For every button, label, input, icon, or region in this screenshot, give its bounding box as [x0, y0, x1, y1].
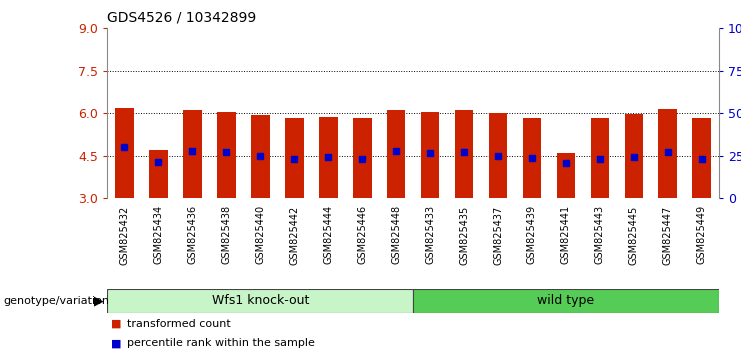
Text: GSM825444: GSM825444 [323, 205, 333, 264]
Text: GSM825449: GSM825449 [697, 205, 707, 264]
Bar [692, 118, 711, 198]
Text: GSM825433: GSM825433 [425, 205, 435, 264]
Bar [149, 150, 167, 198]
Text: GSM825439: GSM825439 [527, 205, 537, 264]
Text: GSM825436: GSM825436 [187, 205, 197, 264]
Text: GSM825440: GSM825440 [256, 205, 265, 264]
Bar [115, 108, 134, 198]
Bar [217, 112, 236, 198]
Bar [353, 118, 371, 198]
Bar [421, 112, 439, 198]
Text: GSM825445: GSM825445 [629, 205, 639, 264]
Text: GSM825434: GSM825434 [153, 205, 163, 264]
Text: genotype/variation: genotype/variation [4, 296, 110, 306]
Text: GSM825432: GSM825432 [119, 205, 130, 264]
Bar [488, 113, 508, 198]
Bar [251, 115, 270, 198]
Text: Wfs1 knock-out: Wfs1 knock-out [212, 295, 309, 307]
Bar [319, 117, 338, 198]
Bar [455, 110, 473, 198]
Text: GDS4526 / 10342899: GDS4526 / 10342899 [107, 11, 256, 25]
Text: GSM825443: GSM825443 [595, 205, 605, 264]
Text: percentile rank within the sample: percentile rank within the sample [127, 338, 316, 348]
Text: GSM825447: GSM825447 [663, 205, 673, 264]
Text: ▶: ▶ [94, 295, 104, 307]
Text: ■: ■ [111, 338, 122, 348]
Bar [413, 289, 719, 313]
Text: GSM825442: GSM825442 [289, 205, 299, 264]
Text: GSM825448: GSM825448 [391, 205, 401, 264]
Text: ■: ■ [111, 319, 122, 329]
Text: GSM825437: GSM825437 [493, 205, 503, 264]
Text: GSM825446: GSM825446 [357, 205, 367, 264]
Bar [183, 110, 202, 198]
Text: GSM825441: GSM825441 [561, 205, 571, 264]
Bar [659, 109, 677, 198]
Bar [625, 114, 643, 198]
Bar [556, 153, 575, 198]
Bar [591, 118, 609, 198]
Text: GSM825435: GSM825435 [459, 205, 469, 264]
Bar [285, 118, 304, 198]
Text: GSM825438: GSM825438 [222, 205, 231, 264]
Bar [522, 118, 542, 198]
Text: wild type: wild type [537, 295, 594, 307]
Text: transformed count: transformed count [127, 319, 231, 329]
Bar [107, 289, 413, 313]
Bar [387, 110, 405, 198]
